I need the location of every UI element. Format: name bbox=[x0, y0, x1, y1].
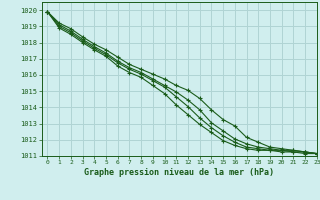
X-axis label: Graphe pression niveau de la mer (hPa): Graphe pression niveau de la mer (hPa) bbox=[84, 168, 274, 177]
